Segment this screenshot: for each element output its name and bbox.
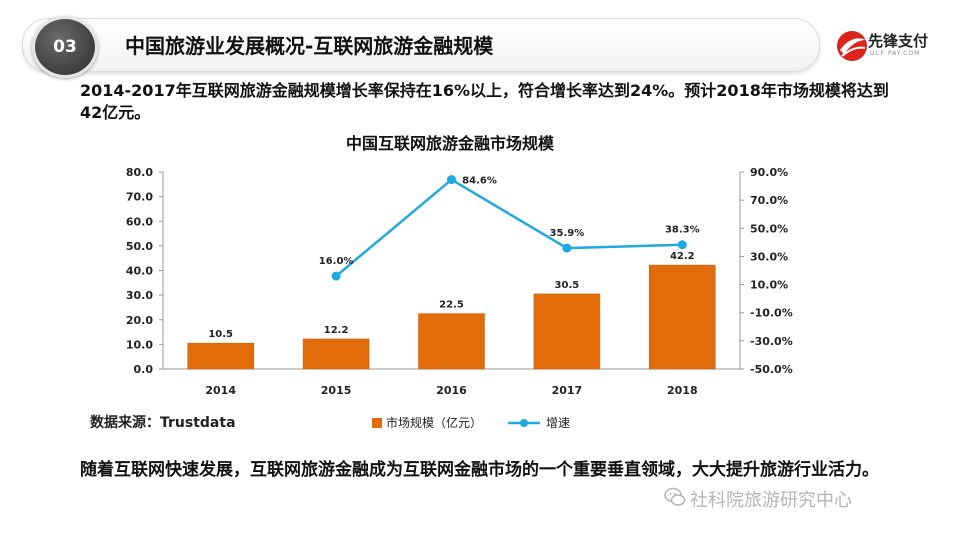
growth-data-label: 84.6%	[462, 176, 497, 187]
x-tick-label: 2014	[205, 384, 236, 397]
bar	[649, 264, 716, 370]
y-right-tick-label: 90.0%	[750, 166, 788, 179]
bar	[533, 293, 601, 370]
bar	[187, 342, 254, 370]
growth-point	[677, 240, 687, 250]
y-left-tick-label: 40.0	[126, 265, 153, 278]
y-left-tick-label: 10.0	[126, 338, 153, 351]
bar-data-label: 22.5	[439, 300, 464, 311]
y-right-tick-label: 50.0%	[750, 222, 788, 235]
legend-swatch-point	[520, 419, 528, 427]
legend-label-line: 增速	[546, 416, 570, 430]
x-tick-label: 2018	[667, 384, 698, 397]
wechat-icon	[664, 487, 686, 506]
y-left-tick-label: 30.0	[126, 289, 153, 302]
growth-point	[447, 175, 456, 185]
growth-data-label: 35.9%	[550, 228, 585, 239]
conclusion-text: 随着互联网快速发展，互联网旅游金融成为互联网金融市场的一个重要垂直领域，大大提升…	[80, 460, 879, 480]
bar-data-label: 30.5	[555, 280, 580, 291]
bar-data-label: 42.2	[670, 251, 695, 262]
y-left-tick-label: 80.0	[126, 166, 153, 179]
watermark-text: 社科院旅游研究中心	[690, 490, 852, 511]
x-tick-label: 2016	[436, 384, 467, 397]
y-left-tick-label: 20.0	[126, 314, 153, 327]
y-left-tick-label: 0.0	[134, 363, 154, 376]
y-right-tick-label: -50.0%	[750, 363, 793, 376]
y-left-tick-label: 70.0	[126, 191, 153, 204]
header-bar	[22, 18, 820, 72]
growth-point	[331, 271, 341, 281]
chart-title: 中国互联网旅游金融市场规模	[345, 134, 554, 153]
intro-text: 2014-2017年互联网旅游金融规模增长率保持在16%以上，符合增长率达到24…	[80, 81, 889, 122]
x-tick-label: 2015	[321, 384, 352, 397]
page-title: 中国旅游业发展概况-互联网旅游金融规模	[125, 34, 494, 58]
y-right-tick-label: -10.0%	[750, 307, 793, 320]
ucfpay-logo-icon	[837, 31, 867, 61]
y-left-tick-label: 50.0	[126, 240, 153, 253]
legend-swatch-bar	[372, 418, 382, 428]
y-right-tick-label: 30.0%	[750, 250, 788, 263]
growth-data-label: 16.0%	[319, 256, 354, 267]
growth-data-label: 38.3%	[665, 225, 700, 236]
bar-data-label: 10.5	[208, 329, 233, 340]
logo-subtext: UCF PAY.COM	[870, 50, 921, 57]
legend-label-bar: 市场规模（亿元）	[386, 415, 482, 430]
growth-line	[335, 178, 683, 278]
bar	[302, 338, 370, 370]
x-tick-label: 2017	[552, 384, 583, 397]
y-right-tick-label: 70.0%	[750, 194, 788, 207]
section-badge: 03	[32, 16, 98, 78]
y-right-tick-label: -30.0%	[750, 335, 793, 348]
growth-point	[562, 243, 572, 253]
bar	[418, 313, 485, 370]
bar-data-label: 12.2	[324, 325, 349, 336]
y-left-tick-label: 60.0	[126, 215, 153, 228]
data-source: 数据来源：Trustdata	[90, 415, 236, 431]
logo-text: 先锋支付	[868, 32, 929, 50]
y-right-tick-label: 10.0%	[750, 279, 788, 292]
